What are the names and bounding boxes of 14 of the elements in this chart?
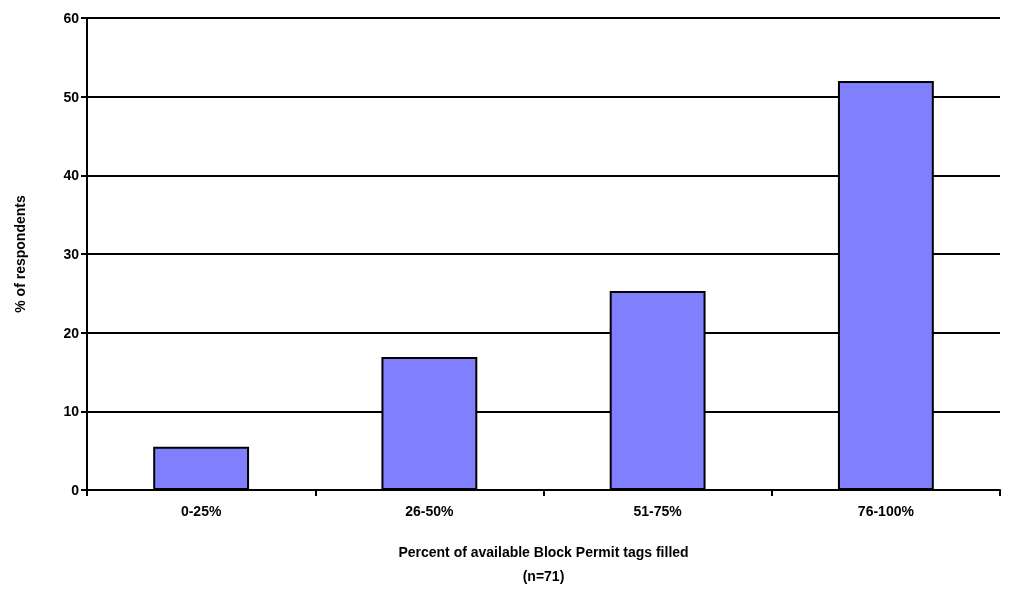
x-tick-label: 0-25%	[180, 503, 222, 519]
x-tick-label: 51-75%	[633, 503, 683, 519]
y-tick-label: 10	[63, 403, 80, 420]
y-tick-label: 40	[63, 167, 80, 184]
y-tick-label: 50	[63, 88, 80, 105]
y-tick-label: 0	[71, 482, 80, 498]
y-axis-title: % of respondents	[12, 195, 28, 313]
y-tick-label: 60	[63, 10, 80, 26]
x-axis-title: Percent of available Block Permit tags filled (n=71)	[398, 544, 689, 584]
x-tick-label: 26-50%	[405, 503, 455, 519]
x-tick-label: 76-100%	[857, 503, 915, 519]
y-tick-label: 30	[63, 246, 80, 262]
y-tick-label: 20	[63, 324, 80, 341]
bar	[153, 446, 250, 490]
